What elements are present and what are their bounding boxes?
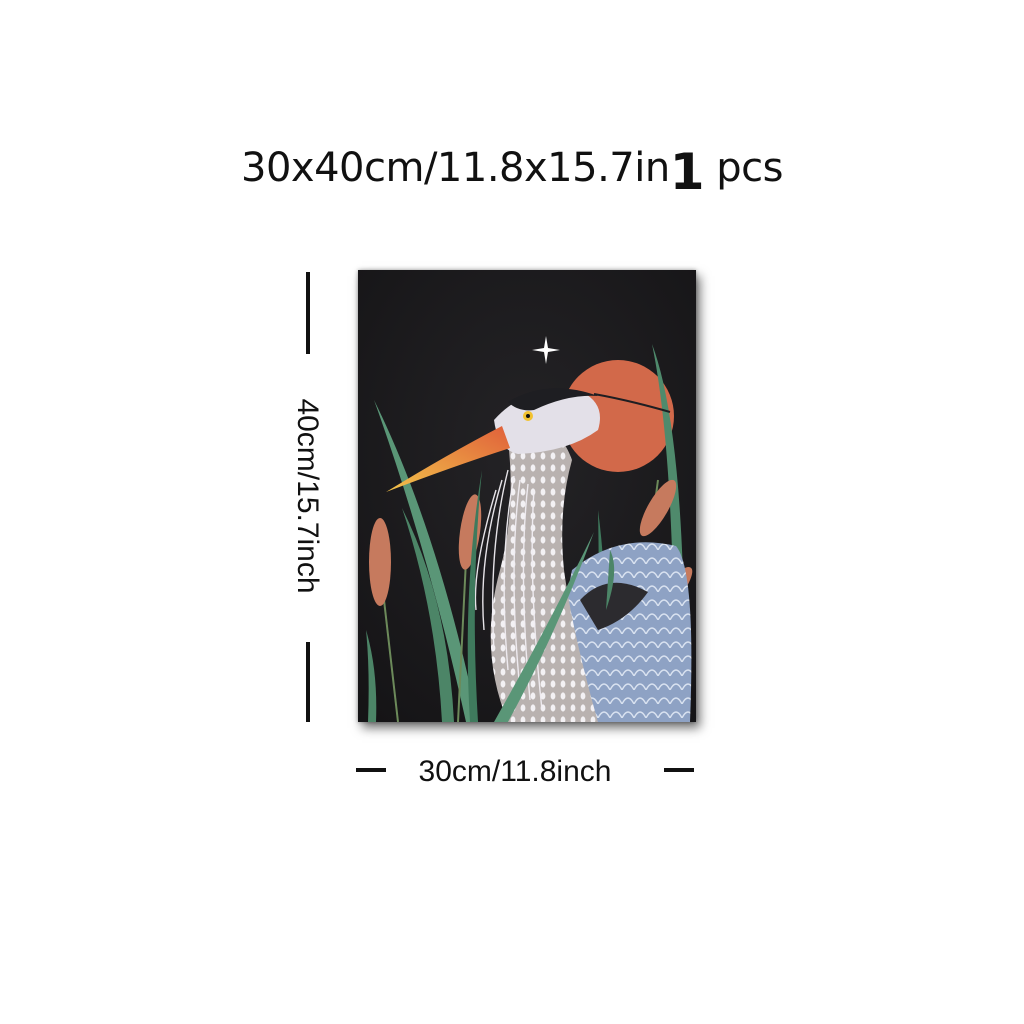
heron-painting (358, 270, 696, 722)
quantity-number: 1 (669, 143, 705, 201)
width-dimension-line-right (664, 768, 694, 772)
width-dimension: 30cm/11.8inch (390, 752, 640, 792)
height-dimension-line-bottom (306, 642, 310, 722)
canvas-artwork (358, 270, 696, 722)
height-dimension-line-top (306, 272, 310, 354)
height-label: 40cm/15.7inch (291, 398, 324, 594)
size-label: 30x40cm/11.8x15.7in (241, 145, 670, 191)
moon (562, 360, 674, 472)
heron-beak (386, 426, 510, 492)
heron (386, 388, 692, 722)
quantity-unit: pcs (716, 145, 783, 191)
reeds-front (366, 470, 615, 722)
width-label: 30cm/11.8inch (418, 755, 612, 788)
size-title: 30x40cm/11.8x15.7in1 pcs (0, 138, 1024, 198)
star-icon (532, 336, 560, 364)
width-dimension-line-left (356, 768, 386, 772)
